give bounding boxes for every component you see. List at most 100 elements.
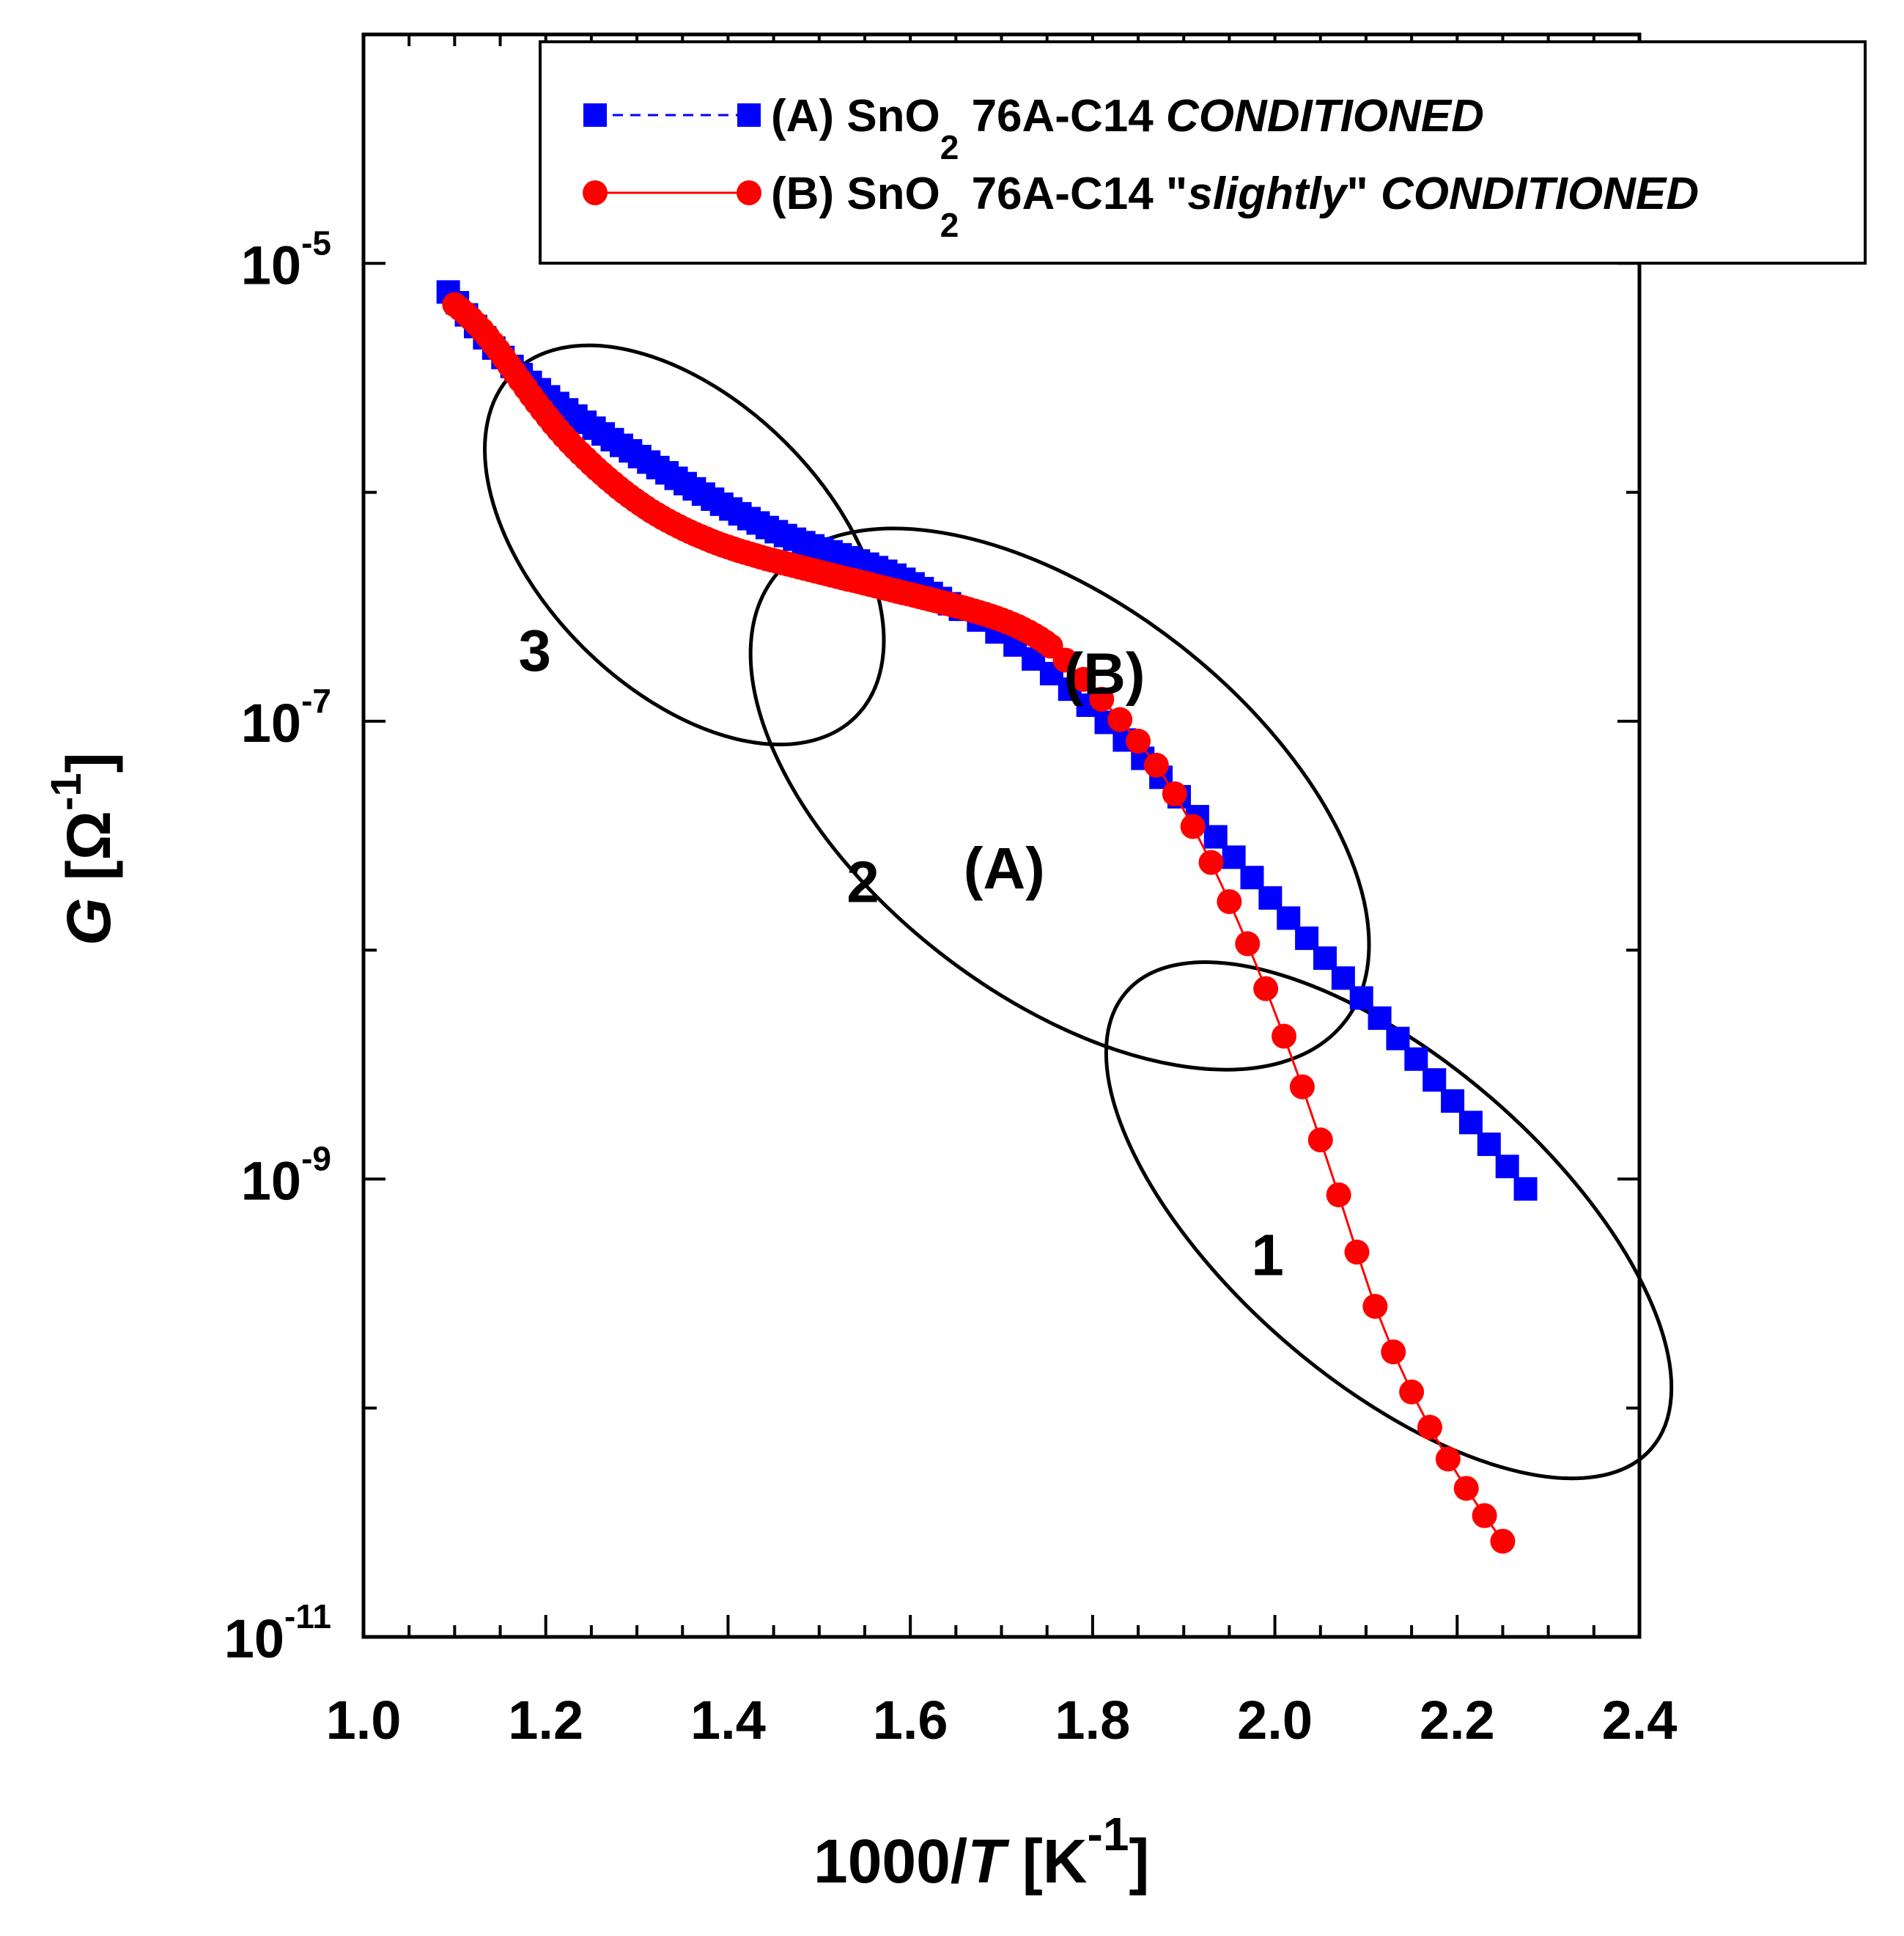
x-axis-title-exp: -1	[1088, 1808, 1129, 1860]
data-point-circle	[1381, 1339, 1406, 1365]
data-point-square	[1495, 1155, 1519, 1179]
data-point-square	[1477, 1132, 1501, 1156]
x-axis-title: 1000/T [K-1]	[813, 1808, 1149, 1896]
legend-entry-b: (B) SnO2 76A-C14 "slightly" CONDITIONED	[583, 169, 1699, 244]
y-tick-exp: -9	[301, 1139, 331, 1177]
x-axis-title-var: T	[967, 1827, 1010, 1896]
y-tick-exp: -7	[301, 682, 331, 720]
y-axis-title: G [Ω-1]	[43, 752, 123, 946]
data-point-square	[1240, 866, 1264, 890]
data-point-circle	[1435, 1446, 1461, 1472]
data-point-square	[1386, 1026, 1410, 1050]
y-tick-label: 10-9	[241, 1139, 331, 1211]
data-point-circle	[1217, 888, 1242, 914]
data-point-circle	[1071, 666, 1096, 692]
x-axis-title-prefix: 1000/	[813, 1827, 967, 1896]
y-tick-label: 10-7	[241, 682, 331, 754]
legend: (A) SnO2 76A-C14 CONDITIONED(B) SnO2 76A…	[539, 40, 1867, 265]
data-point-circle	[1089, 686, 1115, 712]
x-tick-label: 1.8	[1055, 1690, 1130, 1751]
data-point-circle	[1143, 752, 1169, 778]
y-axis-title-var: G	[54, 898, 123, 946]
legend-marker-square	[737, 103, 761, 127]
y-tick-labels: 10-510-710-910-11	[224, 224, 331, 1669]
data-point-circle	[1472, 1503, 1497, 1528]
series-layer	[436, 280, 1538, 1554]
data-point-circle	[1326, 1182, 1351, 1207]
data-point-square	[1258, 886, 1283, 910]
legend-label-part: CONDITIONED	[1381, 169, 1699, 219]
legend-marker-circle	[583, 180, 608, 205]
data-point-circle	[1362, 1294, 1388, 1320]
x-tick-label: 2.2	[1420, 1690, 1495, 1751]
data-point-circle	[1307, 1127, 1333, 1153]
series-b	[442, 292, 1516, 1554]
y-tick-base: 10	[241, 1150, 301, 1211]
data-point-square	[1277, 906, 1301, 930]
y-axis-title-unit: [Ω	[54, 811, 123, 898]
legend-label-part: 76A-C14 "	[959, 169, 1187, 219]
annotation-label: 2	[846, 850, 879, 915]
y-tick-base: 10	[241, 235, 301, 295]
data-point-circle	[1162, 781, 1187, 806]
legend-label-part: "	[1346, 169, 1381, 219]
data-point-square	[1349, 986, 1373, 1010]
x-tick-label: 1.2	[508, 1690, 583, 1751]
data-point-circle	[1453, 1476, 1479, 1501]
legend-marker-circle	[737, 180, 761, 205]
data-point-square	[1513, 1177, 1538, 1201]
annotation-label: 1	[1251, 1223, 1284, 1288]
legend-marker-square	[583, 103, 607, 127]
data-point-square	[1331, 966, 1355, 990]
y-axis-title-exp: -1	[43, 773, 90, 811]
legend-label-part: slightly	[1187, 169, 1349, 219]
data-point-square	[1458, 1111, 1483, 1135]
data-point-circle	[1272, 1023, 1297, 1049]
y-tick-base: 10	[241, 693, 301, 754]
legend-label: (B) SnO2 76A-C14 "slightly" CONDITIONED	[771, 169, 1699, 244]
legend-label-part: 2	[940, 206, 959, 244]
data-point-square	[1404, 1047, 1428, 1071]
ellipse-region-2	[748, 526, 1371, 1072]
data-point-circle	[1180, 814, 1206, 839]
data-point-square	[1295, 926, 1319, 950]
y-tick-exp: -5	[301, 224, 331, 262]
ellipse-region-1	[1104, 960, 1674, 1481]
annotation-label: 3	[519, 618, 552, 683]
data-point-circle	[1107, 707, 1133, 732]
legend-label: (A) SnO2 76A-C14 CONDITIONED	[771, 91, 1484, 166]
data-point-square	[1203, 825, 1228, 849]
annotation-labels: 3 (B) 2 (A) 1	[519, 618, 1284, 1287]
legend-label-part: CONDITIONED	[1166, 91, 1484, 141]
y-axis-title-close: ]	[54, 752, 123, 773]
data-point-circle	[1052, 647, 1078, 673]
x-tick-labels: 1.0 1.2 1.4 1.6 1.8 2.0 2.2 2.4	[326, 1690, 1678, 1751]
plot-frame	[361, 32, 1642, 1639]
data-point-circle	[1399, 1379, 1425, 1405]
data-point-square	[1441, 1089, 1465, 1113]
x-tick-label: 1.6	[873, 1690, 948, 1751]
y-tick-label: 10-11	[224, 1597, 331, 1669]
data-point-square	[1368, 1006, 1392, 1030]
x-tick-label: 1.4	[690, 1690, 766, 1751]
legend-label-part: 2	[940, 128, 959, 166]
y-tick-exp: -11	[284, 1597, 331, 1635]
x-tick-label: 2.4	[1602, 1690, 1678, 1751]
data-point-circle	[1417, 1414, 1442, 1440]
x-axis-title-unit: [K	[1005, 1827, 1088, 1896]
data-point-circle	[1253, 976, 1279, 1001]
legend-label-part: (A) SnO	[771, 91, 940, 141]
y-tick-base: 10	[224, 1608, 284, 1669]
data-point-circle	[1344, 1240, 1370, 1265]
legend-entry-a: (A) SnO2 76A-C14 CONDITIONED	[583, 91, 1484, 166]
data-point-circle	[1198, 850, 1224, 875]
legend-box	[539, 40, 1867, 265]
data-point-circle	[1235, 931, 1261, 957]
x-axis-title-close: ]	[1129, 1827, 1149, 1896]
data-point-square	[1222, 845, 1246, 869]
data-point-circle	[1490, 1528, 1516, 1554]
legend-label-part: (B) SnO	[771, 169, 940, 219]
data-point-circle	[1289, 1074, 1315, 1100]
